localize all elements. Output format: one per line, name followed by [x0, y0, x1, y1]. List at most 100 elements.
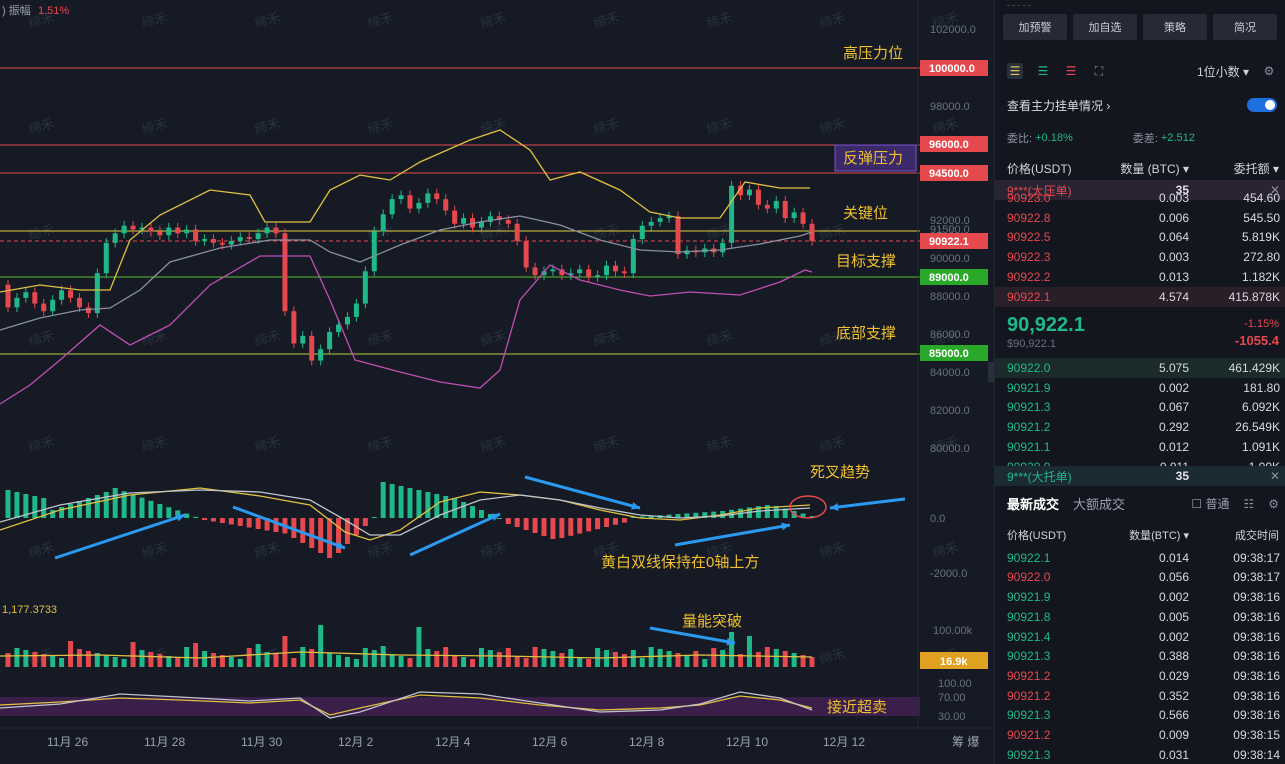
candle-body [639, 225, 645, 239]
bid-row[interactable]: 90921.3 0.067 6.092K [995, 397, 1285, 417]
macd-bar [76, 501, 82, 518]
rsi-signal-line [0, 691, 813, 719]
amount-select[interactable]: 委托额 ▾ [1233, 162, 1279, 176]
candle-body [773, 201, 779, 209]
macd-bar [639, 516, 645, 518]
ask-row[interactable]: 90922.8 0.006 545.50 [995, 208, 1285, 228]
add-watchlist-button[interactable]: 加自选 [1073, 14, 1137, 40]
chart-area[interactable]: 缔禾 缔禾 缔禾 缔禾 缔禾 缔禾 缔禾 缔禾 缔禾 缔禾 缔禾 缔禾 缔禾 缔禾 缔禾 缔禾 缔禾 缔禾 缔禾 缔禾… [0, 0, 994, 764]
settings-icon[interactable]: ⚙ [1263, 64, 1275, 78]
ask-row[interactable]: 90922.3 0.003 272.80 [995, 247, 1285, 267]
bid-row[interactable]: 90921.9 0.002 181.80 [995, 378, 1285, 398]
candle-body [371, 231, 377, 272]
bid-row[interactable]: 90921.1 0.012 1.091K [995, 437, 1285, 457]
decimal-select[interactable]: 1位小数 ▾ [1196, 64, 1249, 79]
watermark: 缔禾 [366, 328, 395, 349]
volume-tag-label: 16.9k [940, 656, 968, 668]
trade-row[interactable]: 90921.8 0.005 09:38:16 [995, 607, 1285, 627]
price-tag-label: 96000.0 [929, 139, 969, 151]
macd-bar [398, 486, 404, 518]
volume-bar [41, 654, 47, 667]
trade-qty-select[interactable]: 数量(BTC) ▾ [1129, 530, 1189, 542]
macd-bar [121, 491, 127, 518]
price-tag-label: 100000.0 [929, 63, 975, 75]
overview-button[interactable]: 简况 [1213, 14, 1277, 40]
price-tag-label: 89000.0 [929, 272, 969, 284]
book-asks-icon[interactable]: ☰ [1065, 64, 1077, 78]
trade-row[interactable]: 90922.1 0.014 09:38:17 [995, 548, 1285, 568]
bid-row[interactable]: 90922.0 5.075 461.429K [995, 358, 1285, 378]
volume-bar [362, 648, 368, 667]
ask-row[interactable]: 90923.0 0.003 454.60 [995, 188, 1285, 208]
qty-cell: 0.002 [1158, 380, 1189, 395]
trade-row[interactable]: 90921.4 0.002 09:38:16 [995, 627, 1285, 647]
ask-row[interactable]: 90922.2 0.013 1.182K [995, 267, 1285, 287]
change-abs: -1055.4 [1234, 333, 1279, 348]
arrow [54, 513, 186, 560]
book-bids-icon[interactable]: ☰ [1037, 64, 1049, 78]
amount-cell: 5.819K [1241, 230, 1280, 245]
price-tag [920, 233, 988, 249]
strategy-button[interactable]: 策略 [1143, 14, 1207, 40]
main-orders-toggle[interactable] [1247, 98, 1277, 112]
trade-row[interactable]: 90921.9 0.002 09:38:16 [995, 587, 1285, 607]
volume-bar [50, 656, 56, 667]
macd-bar [193, 516, 199, 518]
candle-body [532, 267, 538, 276]
trade-row[interactable]: 90921.3 0.566 09:38:16 [995, 706, 1285, 726]
main-orders-link[interactable]: 查看主力挂单情况 › [1007, 98, 1111, 114]
x-axis-label: 12月 4 [435, 735, 471, 749]
candle-body [353, 303, 359, 317]
volume-bar [14, 648, 20, 667]
settings-icon[interactable]: ⚙ [1268, 496, 1279, 511]
volume-bar [327, 653, 333, 667]
trade-row[interactable]: 90921.2 0.009 09:38:15 [995, 725, 1285, 745]
candle-body [782, 201, 788, 219]
watermark: 缔禾 [253, 540, 282, 561]
normal-checkbox[interactable]: ☐ 普通 [1191, 497, 1230, 511]
filter-icon[interactable]: ☷ [1243, 496, 1255, 511]
book-both-icon[interactable]: ☰ [1007, 63, 1023, 79]
x-axis-label: 12月 10 [726, 735, 768, 749]
trade-row[interactable]: 90921.3 0.031 09:38:14 [995, 745, 1285, 764]
trade-row[interactable]: 90921.2 0.352 09:38:16 [995, 686, 1285, 706]
volume-bar [273, 654, 279, 667]
trade-row[interactable]: 90921.2 0.029 09:38:16 [995, 666, 1285, 686]
trade-tabs: 最新成交 大额成交 ☐ 普通 ☷ ⚙ [1007, 494, 1279, 513]
candle-body [32, 292, 38, 304]
add-alert-button[interactable]: 加预警 [1003, 14, 1067, 40]
trade-row[interactable]: 90922.0 0.056 09:38:17 [995, 568, 1285, 588]
arrow-head [176, 513, 185, 522]
close-icon[interactable]: ✕ [1269, 183, 1280, 197]
tab-large-trades[interactable]: 大额成交 [1073, 497, 1126, 512]
watermark: 缔禾 [479, 10, 508, 31]
qty-cell: 0.002 [1158, 629, 1189, 644]
arrow-head [491, 513, 500, 521]
big-sell-bar[interactable]: 9***(大压单) 35 ✕ [995, 180, 1285, 200]
watermark: 缔禾 [592, 540, 621, 561]
candle-body [309, 335, 315, 361]
tab-latest-trades[interactable]: 最新成交 [1007, 497, 1060, 512]
qty-unit-select[interactable]: 数量 (BTC) ▾ [1120, 162, 1189, 176]
amplitude-label: ) 振幅 [2, 3, 31, 17]
big-buy-bar[interactable]: 9***(大托单) 35 ✕ [995, 466, 1285, 486]
macd-bar [184, 513, 190, 518]
trade-row[interactable]: 90921.3 0.388 09:38:16 [995, 647, 1285, 667]
watermark: 缔禾 [931, 116, 960, 137]
candle-body [452, 210, 458, 224]
close-icon[interactable]: ✕ [1269, 469, 1280, 483]
macd-bar [604, 518, 610, 527]
macd-bar [210, 518, 216, 522]
watermark: 缔禾 [818, 222, 847, 243]
macd-bar [103, 492, 109, 518]
volume-bar [336, 655, 342, 667]
ask-row[interactable]: 90922.1 4.574 415.878K [995, 286, 1285, 307]
volume-bar [103, 655, 109, 667]
bid-row[interactable]: 90921.2 0.292 26.549K [995, 417, 1285, 437]
x-axis-label: 12月 2 [338, 735, 374, 749]
expand-icon[interactable]: ⛶ [1094, 64, 1104, 78]
panel-collapse-handle[interactable] [988, 362, 994, 382]
time-cell: 09:38:16 [1233, 668, 1280, 683]
ask-row[interactable]: 90922.5 0.064 5.819K [995, 227, 1285, 247]
